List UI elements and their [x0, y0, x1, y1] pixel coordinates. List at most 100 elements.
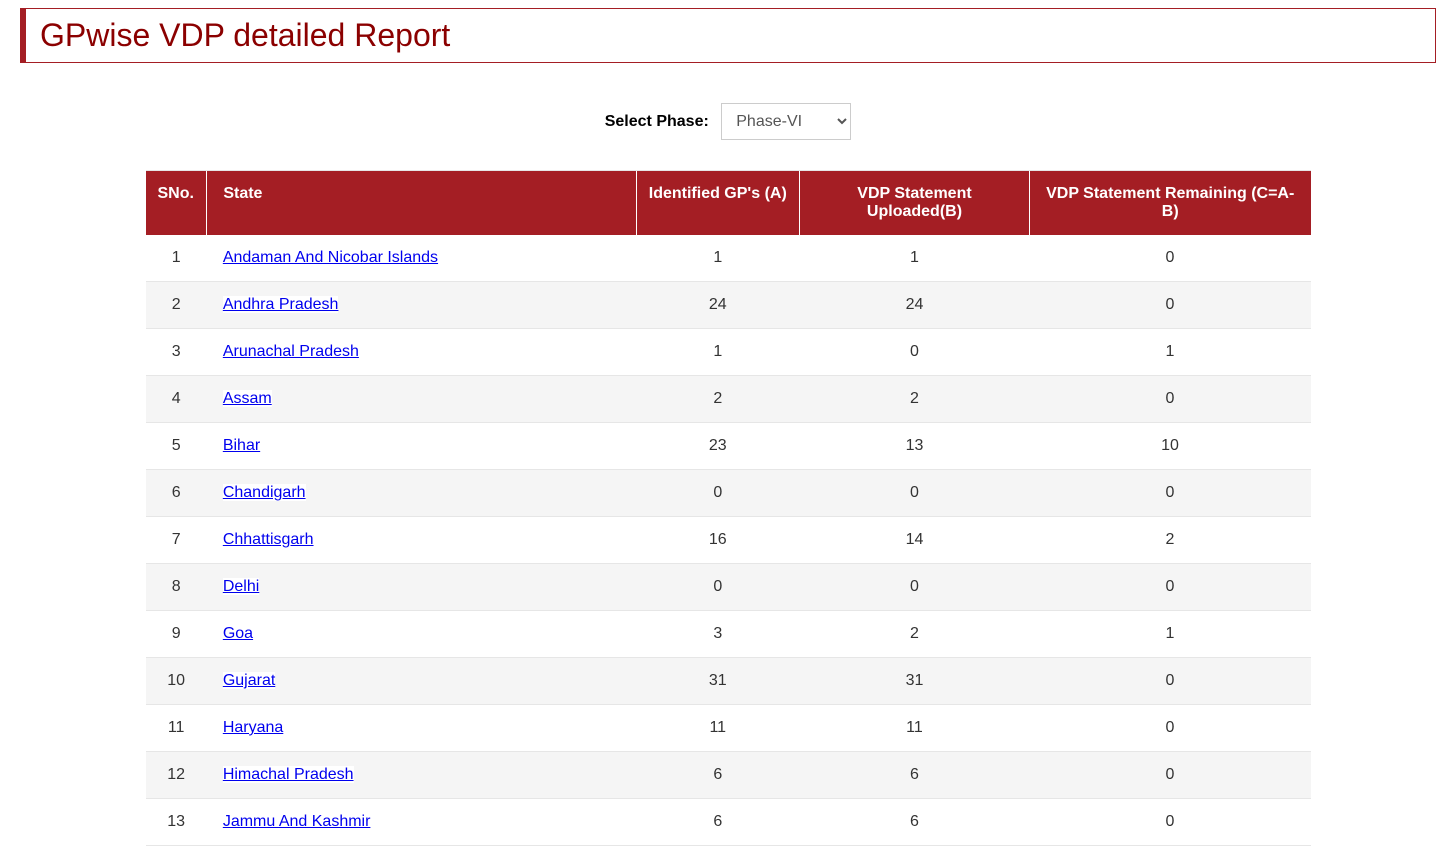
cell-state: Jammu And Kashmir	[207, 799, 636, 846]
cell-identified: 0	[636, 470, 800, 517]
table-row: 3 Arunachal Pradesh 101	[146, 329, 1311, 376]
cell-remaining: 1	[1029, 329, 1310, 376]
cell-identified: 1	[636, 235, 800, 282]
cell-remaining: 0	[1029, 235, 1310, 282]
table-row: 6Chandigarh000	[146, 470, 1311, 517]
cell-sno: 1	[146, 235, 207, 282]
cell-uploaded: 0	[800, 470, 1030, 517]
state-link[interactable]: Chhattisgarh	[223, 531, 314, 548]
cell-uploaded: 0	[800, 564, 1030, 611]
table-row: 13Jammu And Kashmir660	[146, 799, 1311, 846]
cell-sno: 5	[146, 423, 207, 470]
cell-sno: 4	[146, 376, 207, 423]
col-header-identified: Identified GP's (A)	[636, 171, 800, 235]
table-body: 1Andaman And Nicobar Islands1102Andhra P…	[146, 235, 1311, 846]
cell-uploaded: 1	[800, 235, 1030, 282]
table-row: 5 Bihar 231310	[146, 423, 1311, 470]
cell-uploaded: 13	[800, 423, 1030, 470]
state-link[interactable]: Himachal Pradesh	[223, 766, 354, 783]
cell-state: Chhattisgarh	[207, 517, 636, 564]
cell-identified: 11	[636, 705, 800, 752]
state-link[interactable]: Arunachal Pradesh	[223, 343, 359, 360]
cell-state: Himachal Pradesh	[207, 752, 636, 799]
cell-identified: 23	[636, 423, 800, 470]
cell-identified: 24	[636, 282, 800, 329]
cell-remaining: 0	[1029, 658, 1310, 705]
cell-identified: 3	[636, 611, 800, 658]
report-table-wrap: SNo. State Identified GP's (A) VDP State…	[146, 170, 1311, 846]
cell-identified: 16	[636, 517, 800, 564]
state-link[interactable]: Bihar	[223, 437, 260, 454]
table-row: 2Andhra Pradesh24240	[146, 282, 1311, 329]
col-header-state: State	[207, 171, 636, 235]
cell-identified: 6	[636, 752, 800, 799]
cell-remaining: 0	[1029, 752, 1310, 799]
cell-uploaded: 6	[800, 799, 1030, 846]
cell-sno: 3	[146, 329, 207, 376]
cell-uploaded: 6	[800, 752, 1030, 799]
cell-state: Andaman And Nicobar Islands	[207, 235, 636, 282]
col-header-remaining: VDP Statement Remaining (C=A-B)	[1029, 171, 1310, 235]
cell-state: Andhra Pradesh	[207, 282, 636, 329]
table-row: 12Himachal Pradesh660	[146, 752, 1311, 799]
cell-state: Haryana	[207, 705, 636, 752]
cell-sno: 10	[146, 658, 207, 705]
cell-identified: 0	[636, 564, 800, 611]
cell-state: Assam	[207, 376, 636, 423]
cell-remaining: 0	[1029, 799, 1310, 846]
cell-remaining: 0	[1029, 376, 1310, 423]
state-link[interactable]: Andhra Pradesh	[223, 296, 339, 313]
cell-state: Chandigarh	[207, 470, 636, 517]
cell-sno: 12	[146, 752, 207, 799]
cell-remaining: 0	[1029, 282, 1310, 329]
cell-uploaded: 2	[800, 611, 1030, 658]
cell-identified: 6	[636, 799, 800, 846]
state-link[interactable]: Goa	[223, 625, 253, 642]
cell-remaining: 0	[1029, 705, 1310, 752]
table-row: 7Chhattisgarh16142	[146, 517, 1311, 564]
cell-state: Arunachal Pradesh	[207, 329, 636, 376]
cell-remaining: 10	[1029, 423, 1310, 470]
table-row: 9Goa321	[146, 611, 1311, 658]
phase-filter-label: Select Phase:	[605, 113, 709, 130]
cell-state: Goa	[207, 611, 636, 658]
cell-state: Bihar	[207, 423, 636, 470]
table-header-row: SNo. State Identified GP's (A) VDP State…	[146, 171, 1311, 235]
table-row: 4Assam220	[146, 376, 1311, 423]
page-title: GPwise VDP detailed Report	[40, 17, 1421, 54]
cell-sno: 11	[146, 705, 207, 752]
cell-uploaded: 2	[800, 376, 1030, 423]
cell-state: Delhi	[207, 564, 636, 611]
cell-sno: 6	[146, 470, 207, 517]
cell-uploaded: 24	[800, 282, 1030, 329]
phase-select[interactable]: Phase-VI	[721, 103, 851, 140]
table-row: 8Delhi000	[146, 564, 1311, 611]
report-table: SNo. State Identified GP's (A) VDP State…	[146, 171, 1311, 846]
state-link[interactable]: Jammu And Kashmir	[223, 813, 371, 830]
col-header-sno: SNo.	[146, 171, 207, 235]
state-link[interactable]: Chandigarh	[223, 484, 306, 501]
cell-sno: 8	[146, 564, 207, 611]
cell-sno: 9	[146, 611, 207, 658]
cell-identified: 1	[636, 329, 800, 376]
col-header-uploaded: VDP Statement Uploaded(B)	[800, 171, 1030, 235]
cell-identified: 31	[636, 658, 800, 705]
cell-sno: 2	[146, 282, 207, 329]
table-row: 1Andaman And Nicobar Islands110	[146, 235, 1311, 282]
table-row: 11Haryana11110	[146, 705, 1311, 752]
page-header: GPwise VDP detailed Report	[20, 8, 1436, 63]
state-link[interactable]: Delhi	[223, 578, 259, 595]
cell-identified: 2	[636, 376, 800, 423]
state-link[interactable]: Assam	[223, 390, 272, 407]
state-link[interactable]: Andaman And Nicobar Islands	[223, 249, 438, 266]
cell-sno: 13	[146, 799, 207, 846]
state-link[interactable]: Haryana	[223, 719, 283, 736]
cell-remaining: 0	[1029, 470, 1310, 517]
table-row: 10Gujarat31310	[146, 658, 1311, 705]
state-link[interactable]: Gujarat	[223, 672, 275, 689]
cell-remaining: 0	[1029, 564, 1310, 611]
cell-remaining: 2	[1029, 517, 1310, 564]
filter-row: Select Phase: Phase-VI	[0, 103, 1456, 140]
cell-uploaded: 0	[800, 329, 1030, 376]
cell-uploaded: 31	[800, 658, 1030, 705]
